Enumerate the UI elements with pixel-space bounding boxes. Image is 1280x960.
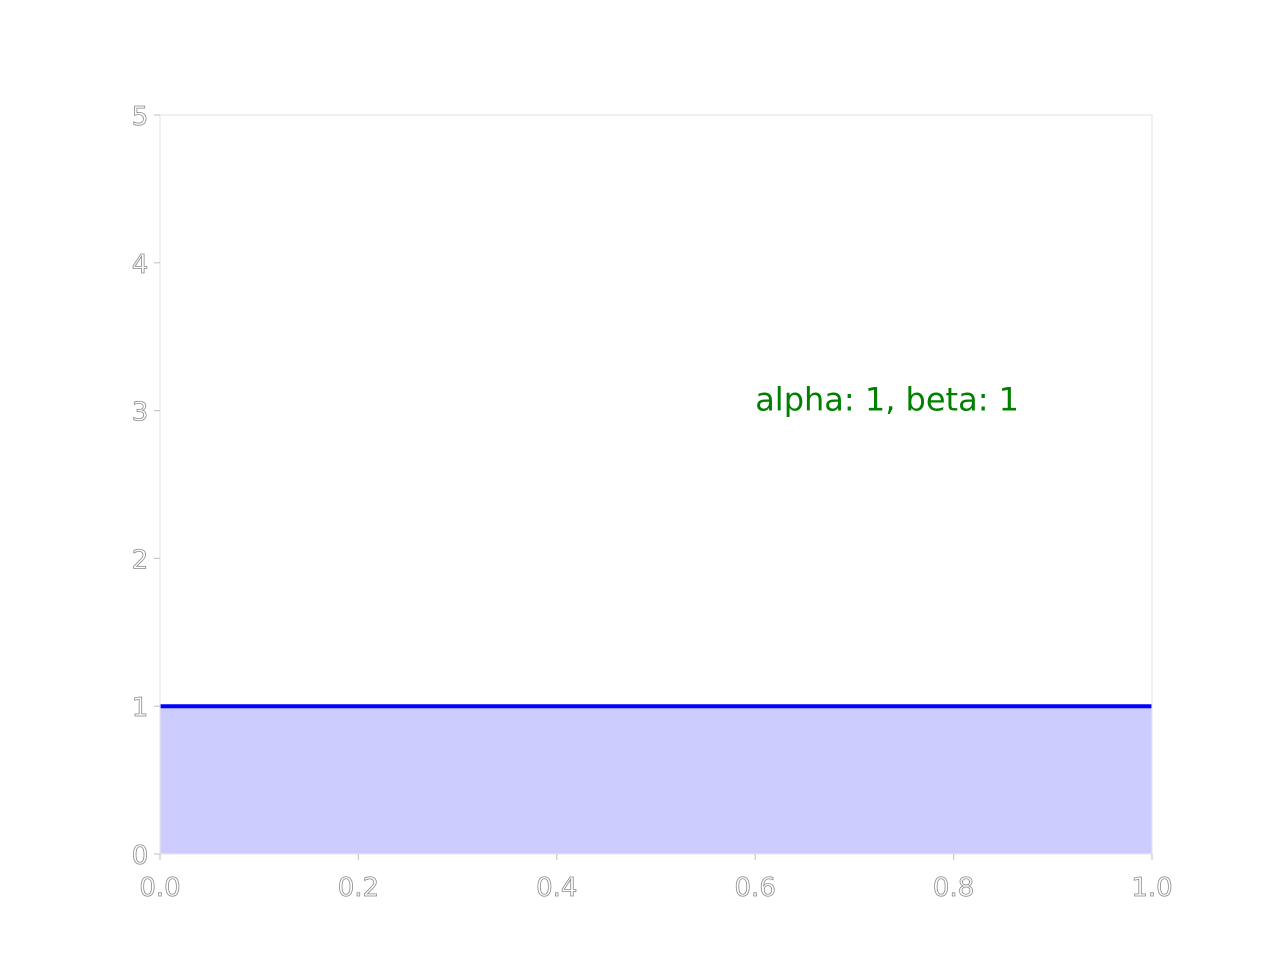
x-tick-label: 0.8 xyxy=(933,873,974,903)
y-tick-label: 1 xyxy=(132,693,149,723)
plot-frame xyxy=(159,114,1153,855)
y-tick-label: 4 xyxy=(132,250,149,280)
x-tick-label: 0.0 xyxy=(139,873,180,903)
plot-area xyxy=(160,704,1152,854)
x-tick-label: 0.6 xyxy=(735,873,776,903)
x-tick-label: 0.2 xyxy=(338,873,379,903)
y-tick-label: 5 xyxy=(132,102,149,132)
distribution-params-annotation: alpha: 1, beta: 1 xyxy=(755,381,1019,419)
x-tick-label: 0.4 xyxy=(536,873,577,903)
x-tick-label: 1.0 xyxy=(1131,873,1172,903)
y-tick-label: 2 xyxy=(132,545,149,575)
axes: 0 1 2 3 4 5 0.0 0.2 0.4 0.6 0.8 1.0 xyxy=(131,102,1173,904)
y-tick-label: 0 xyxy=(132,841,149,871)
y-tick-label: 3 xyxy=(132,398,149,428)
density-area-0 xyxy=(160,706,1152,854)
